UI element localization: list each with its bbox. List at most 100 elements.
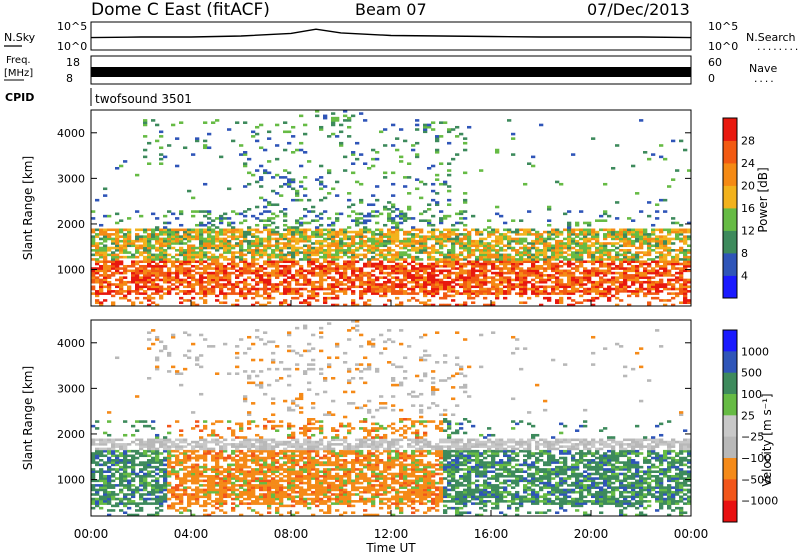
heatmap-cell <box>151 443 156 446</box>
heatmap-cell <box>679 301 684 305</box>
heatmap-cell <box>327 269 332 273</box>
heatmap-cell <box>495 251 500 254</box>
heatmap-cell <box>571 228 576 232</box>
heatmap-cell <box>591 283 596 286</box>
heatmap-cell <box>371 285 376 289</box>
heatmap-cell <box>175 278 180 282</box>
heatmap-cell <box>511 132 516 136</box>
heatmap-cell <box>227 235 232 238</box>
heatmap-cell <box>447 185 452 188</box>
heatmap-cell <box>499 274 504 277</box>
heatmap-cell <box>423 123 428 127</box>
heatmap-cell <box>427 251 432 254</box>
heatmap-cell <box>447 274 452 277</box>
heatmap-cell <box>263 198 268 202</box>
heatmap-cell <box>467 290 472 293</box>
heatmap-cell <box>211 488 216 492</box>
heatmap-cell <box>175 495 180 499</box>
heatmap-cell <box>387 249 392 252</box>
heatmap-cell <box>95 276 100 279</box>
heatmap-cell <box>327 255 332 259</box>
heatmap-cell <box>567 283 572 286</box>
heatmap-cell <box>359 274 364 277</box>
heatmap-cell <box>287 283 292 286</box>
heatmap-cell <box>655 283 660 286</box>
heatmap-cell <box>175 230 180 234</box>
heatmap-cell <box>295 269 300 273</box>
heatmap-cell <box>195 260 200 263</box>
heatmap-cell <box>167 445 172 448</box>
heatmap-cell <box>371 242 376 245</box>
heatmap-cell <box>155 500 160 503</box>
heatmap-cell <box>311 283 316 286</box>
heatmap-cell <box>299 283 304 286</box>
heatmap-cell <box>535 249 540 252</box>
heatmap-cell <box>467 280 472 284</box>
heatmap-cell <box>231 233 236 236</box>
heatmap-cell <box>551 246 556 250</box>
heatmap-cell <box>91 230 96 234</box>
heatmap-cell <box>439 258 444 261</box>
heatmap-cell <box>427 123 432 127</box>
heatmap-cell <box>263 169 268 172</box>
colorbar-swatch <box>723 163 737 186</box>
heatmap-cell <box>159 153 164 156</box>
heatmap-cell <box>587 233 592 236</box>
heatmap-cell <box>347 119 352 122</box>
heatmap-cell <box>503 267 508 270</box>
heatmap-cell <box>383 253 388 257</box>
heatmap-cell <box>347 264 352 268</box>
heatmap-cell <box>235 280 240 284</box>
heatmap-cell <box>411 269 416 273</box>
heatmap-cell <box>163 486 168 489</box>
heatmap-cell <box>235 477 240 480</box>
heatmap-cell <box>295 274 300 277</box>
heatmap-cell <box>611 230 616 234</box>
heatmap-cell <box>467 235 472 238</box>
heatmap-cell <box>287 226 292 229</box>
heatmap-cell <box>219 504 224 508</box>
heatmap-cell <box>475 258 480 261</box>
heatmap-cell <box>431 235 436 238</box>
heatmap-cell <box>595 296 600 300</box>
heatmap-cell <box>491 233 496 236</box>
heatmap-cell <box>147 447 152 451</box>
heatmap-cell <box>95 443 100 446</box>
heatmap-cell <box>155 262 160 266</box>
heatmap-cell <box>243 488 248 492</box>
heatmap-cell <box>367 258 372 261</box>
heatmap-cell <box>643 235 648 238</box>
heatmap-cell <box>363 280 368 284</box>
heatmap-cell <box>439 162 444 165</box>
heatmap-cell <box>127 488 132 492</box>
heatmap-cell <box>623 235 628 238</box>
heatmap-cell <box>175 249 180 252</box>
heatmap-cell <box>675 221 680 225</box>
heatmap-cell <box>127 500 132 503</box>
heatmap-cell <box>411 285 416 289</box>
heatmap-cell <box>167 504 172 508</box>
heatmap-cell <box>539 264 544 268</box>
heatmap-cell <box>487 287 492 291</box>
heatmap-cell <box>231 258 236 261</box>
heatmap-cell <box>431 246 436 250</box>
heatmap-cell <box>207 242 212 245</box>
heatmap-cell <box>479 262 484 266</box>
heatmap-cell <box>199 283 204 286</box>
heatmap-cell <box>511 153 516 156</box>
heatmap-cell <box>659 299 664 302</box>
heatmap-cell <box>191 411 196 414</box>
heatmap-cell <box>283 233 288 236</box>
heatmap-cell <box>283 242 288 245</box>
heatmap-cell <box>427 255 432 259</box>
heatmap-cell <box>643 253 648 257</box>
heatmap-cell <box>659 251 664 254</box>
heatmap-cell <box>603 258 608 261</box>
heatmap-cell <box>223 274 228 277</box>
heatmap-cell <box>491 280 496 284</box>
heatmap-cell <box>131 242 136 245</box>
heatmap-cell <box>171 246 176 250</box>
heatmap-cell <box>215 454 220 458</box>
heatmap-cell <box>643 269 648 273</box>
